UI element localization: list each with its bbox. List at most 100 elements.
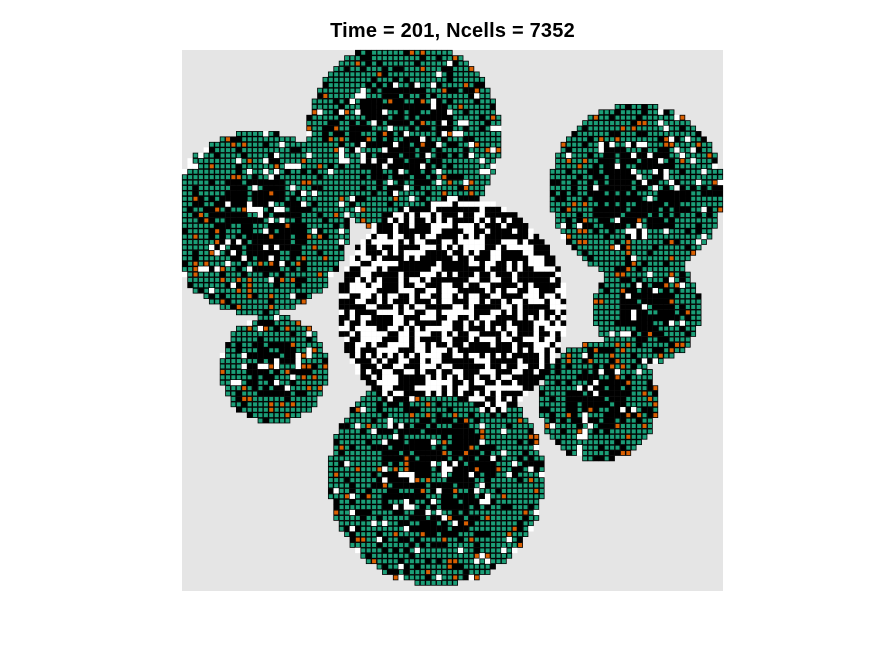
cell-dead <box>403 93 410 99</box>
cell-proliferating <box>284 401 291 408</box>
cell-dead <box>441 385 448 391</box>
cell-empty <box>284 163 291 170</box>
cell-proliferating <box>225 293 231 299</box>
cell-proliferating <box>425 109 431 116</box>
cell-proliferating <box>495 417 502 424</box>
cell-mutant <box>365 136 372 143</box>
cell-empty <box>403 342 410 348</box>
cell-dead <box>663 336 669 343</box>
cell-proliferating <box>230 331 237 337</box>
cell-dead <box>555 266 561 272</box>
cell-proliferating <box>317 260 323 267</box>
cell-empty <box>468 352 475 359</box>
cell-dead <box>436 114 442 121</box>
cell-proliferating <box>257 141 264 148</box>
cell-dead <box>430 336 437 343</box>
cell-dead <box>425 260 431 267</box>
cell-proliferating <box>225 358 231 364</box>
cell-dead <box>403 423 410 429</box>
cell-proliferating <box>246 131 253 137</box>
cell-proliferating <box>338 428 345 435</box>
cell-dead <box>398 174 404 180</box>
cell-proliferating <box>657 114 664 121</box>
cell-mutant <box>246 158 253 164</box>
cell-proliferating <box>582 174 588 180</box>
cell-mutant <box>322 93 329 99</box>
cell-proliferating <box>192 152 199 159</box>
cell-dead <box>360 277 367 283</box>
cell-proliferating <box>333 179 339 186</box>
cell-dead <box>322 217 329 224</box>
cell-proliferating <box>322 104 329 110</box>
cell-mutant <box>257 260 264 267</box>
cell-proliferating <box>679 217 686 224</box>
cell-proliferating <box>192 228 199 235</box>
cell-mutant <box>246 277 253 283</box>
cell-proliferating <box>252 412 258 418</box>
cell-empty <box>501 206 507 213</box>
cell-proliferating <box>636 406 642 413</box>
cell-empty <box>512 239 518 245</box>
cell-dead <box>593 385 599 391</box>
cell-proliferating <box>338 60 345 67</box>
cell-mutant <box>620 363 626 370</box>
cell-proliferating <box>598 109 605 116</box>
cell-empty <box>436 141 442 148</box>
cell-proliferating <box>668 152 675 159</box>
cell-proliferating <box>241 174 248 180</box>
cell-dead <box>609 412 615 418</box>
cell-proliferating <box>679 228 686 235</box>
cell-dead <box>409 244 415 251</box>
cell-dead <box>403 314 410 321</box>
cell-dead <box>257 320 264 327</box>
cell-dead <box>533 363 540 370</box>
cell-proliferating <box>603 136 610 143</box>
cell-proliferating <box>685 239 691 245</box>
cell-proliferating <box>349 417 356 424</box>
cell-proliferating <box>641 379 648 386</box>
cell-proliferating <box>706 233 713 240</box>
cell-dead <box>425 282 431 289</box>
cell-empty <box>376 293 383 299</box>
cell-dead <box>430 277 437 283</box>
cell-dead <box>257 201 264 207</box>
cell-dead <box>636 114 642 121</box>
cell-proliferating <box>587 342 594 348</box>
cell-dead <box>630 212 637 218</box>
cell-empty <box>436 266 442 272</box>
cell-dead <box>436 298 442 305</box>
cell-proliferating <box>403 195 410 202</box>
cell-dead <box>566 239 572 245</box>
cell-empty <box>414 233 421 240</box>
cell-dead <box>430 320 437 327</box>
cell-proliferating <box>219 141 226 148</box>
cell-proliferating <box>668 120 675 126</box>
cell-dead <box>414 185 421 191</box>
cell-proliferating <box>641 277 648 283</box>
cell-dead <box>630 141 637 148</box>
cell-proliferating <box>327 195 334 202</box>
cell-proliferating <box>257 287 264 294</box>
cell-proliferating <box>425 185 431 191</box>
cell-dead <box>652 282 659 289</box>
cell-dead <box>571 406 578 413</box>
cell-proliferating <box>235 369 242 375</box>
cell-dead <box>414 168 421 175</box>
cell-proliferating <box>257 168 264 175</box>
cell-dead <box>587 190 594 197</box>
cell-proliferating <box>225 233 231 240</box>
cell-mutant <box>279 401 285 408</box>
cell-dead <box>241 223 248 229</box>
cell-dead <box>360 66 367 72</box>
cell-dead <box>246 250 253 256</box>
cell-empty <box>290 185 296 191</box>
cell-dead <box>479 277 486 283</box>
cell-proliferating <box>560 369 567 375</box>
cell-dead <box>246 352 253 359</box>
cell-dead <box>463 109 469 116</box>
cell-dead <box>284 358 291 364</box>
cell-empty <box>349 255 356 261</box>
cell-dead <box>430 255 437 262</box>
cell-empty <box>338 147 345 153</box>
cell-dead <box>641 104 648 110</box>
